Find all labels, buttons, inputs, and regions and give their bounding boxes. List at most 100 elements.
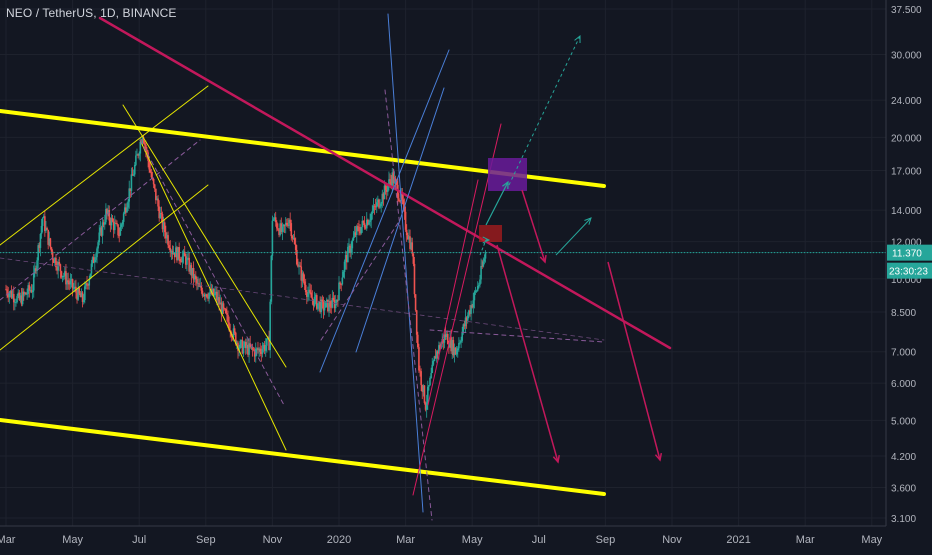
x-tick-label: Sep: [596, 534, 616, 546]
candle-body: [55, 257, 57, 268]
candle-body: [9, 290, 12, 294]
candle-body: [387, 185, 389, 192]
candle-body: [237, 342, 239, 351]
y-axis[interactable]: 37.500 30.000 24.000 20.000 17.000 14.000 12.0…: [891, 5, 922, 525]
candle-body: [415, 310, 418, 335]
candle-body: [46, 228, 48, 230]
candle-body: [166, 235, 168, 239]
candle-body: [191, 268, 194, 276]
yellow-channel-down-upper: [122, 104, 287, 368]
candle-body: [242, 346, 245, 354]
candle-body: [460, 340, 462, 343]
candle-body: [455, 350, 458, 355]
candle-body: [286, 222, 288, 225]
candle-body: [339, 282, 341, 284]
candle-body: [97, 242, 99, 249]
candle-body: [475, 290, 478, 292]
candle-body: [240, 340, 243, 342]
candle-body: [452, 340, 455, 356]
candle-body: [442, 339, 445, 343]
candle-body: [132, 174, 135, 176]
candle-body: [94, 259, 96, 263]
candle-body: [347, 246, 349, 263]
candle-body: [167, 235, 169, 246]
candle-body: [307, 293, 309, 297]
candle-body: [409, 236, 411, 249]
candle-body: [453, 347, 456, 356]
candle-body: [192, 268, 195, 280]
candle-body: [436, 351, 439, 354]
candle-body: [306, 292, 308, 297]
candle-body: [401, 193, 404, 200]
y-tick-label: 17.000: [891, 167, 922, 178]
candle-body: [228, 322, 230, 331]
green-arrow-right: [555, 217, 592, 256]
candle-body: [122, 213, 125, 222]
candle-body: [246, 344, 248, 349]
candle-body: [310, 292, 313, 298]
candle-body: [472, 300, 475, 308]
candle-body: [126, 207, 128, 213]
candle-body: [233, 328, 236, 333]
projection-box-lower: [479, 225, 502, 242]
candle-body: [430, 373, 432, 378]
candle-body: [459, 342, 461, 344]
candle-body: [465, 317, 468, 321]
candle-body: [37, 245, 39, 261]
candle-body: [352, 236, 355, 241]
candle-body: [123, 207, 126, 214]
candle-body: [158, 206, 160, 219]
candle-body: [398, 198, 400, 201]
candle-body: [344, 255, 347, 262]
candle-body: [89, 273, 92, 279]
candle-body: [224, 309, 227, 314]
candle-body: [348, 245, 350, 247]
x-tick-label: Sep: [196, 534, 216, 546]
candle-body: [474, 290, 477, 292]
candle-body: [152, 178, 155, 185]
candle-body: [181, 256, 184, 263]
candle-body: [129, 188, 132, 191]
candle-body: [480, 265, 482, 280]
candle-body: [280, 223, 283, 232]
candle-body: [100, 227, 103, 236]
candle-body: [183, 251, 186, 257]
candle-body: [86, 283, 88, 285]
candle-body: [138, 153, 140, 156]
red-arrow-3: [607, 261, 661, 461]
candle-body: [320, 299, 323, 312]
candle-body: [24, 292, 26, 295]
candle-body: [469, 310, 471, 314]
candle-body: [163, 222, 166, 233]
candle-body: [243, 341, 246, 347]
candle-body: [44, 216, 46, 232]
candle-body: [287, 224, 289, 226]
x-tick-label: Nov: [662, 534, 682, 546]
x-axis[interactable]: Mar May Jul Sep Nov 2020 Mar May Jul Sep Nov 2021 Ma…: [0, 534, 883, 546]
candle-body: [119, 226, 122, 236]
candle-body: [190, 265, 193, 276]
x-tick-label: Mar: [796, 534, 815, 546]
candle-body: [256, 348, 258, 350]
candle-body: [288, 219, 290, 226]
candle-body: [107, 209, 109, 214]
candle-body: [99, 227, 102, 233]
last-price-badge: [887, 244, 932, 261]
candle-body: [378, 199, 380, 208]
candle-body: [444, 334, 447, 337]
candle-body: [226, 313, 228, 315]
candle-body: [468, 310, 470, 316]
candle-body: [303, 281, 306, 285]
candle-body: [117, 224, 119, 236]
candle-body: [394, 178, 397, 182]
candle-body: [408, 236, 410, 240]
candle-body: [59, 264, 62, 272]
candle-body: [358, 226, 360, 232]
candle-body: [395, 181, 398, 185]
candle-body: [335, 299, 338, 302]
x-tick-label: 2020: [327, 534, 351, 546]
purple-dashed-mid: [0, 139, 201, 301]
candle-body: [302, 273, 305, 282]
